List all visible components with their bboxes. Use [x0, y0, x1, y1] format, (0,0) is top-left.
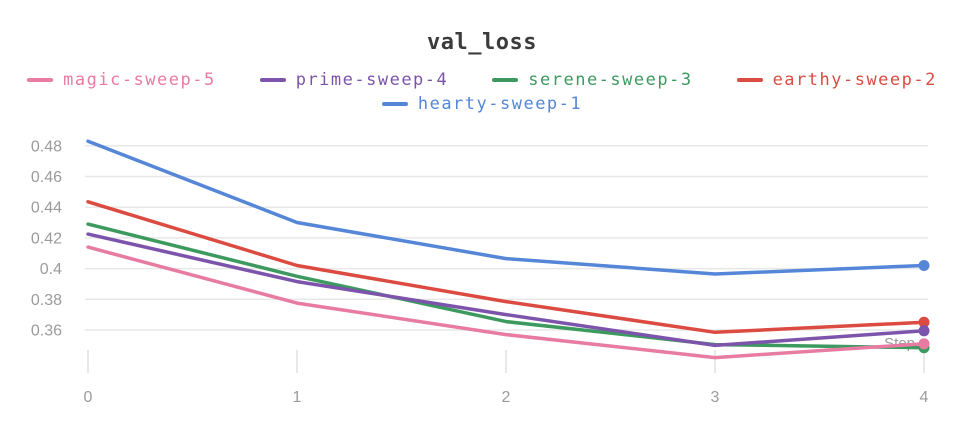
legend-label: magic-sweep-5 — [63, 70, 216, 90]
legend-line-icon — [492, 78, 519, 82]
series-line-serene-sweep-3[interactable] — [86, 222, 926, 350]
x-tick-label: 2 — [502, 389, 511, 406]
legend-label: hearty-sweep-1 — [417, 94, 583, 114]
legend-item-serene-sweep-3[interactable]: serene-sweep-3 — [492, 70, 692, 90]
legend-line-icon — [381, 102, 408, 106]
y-tick-label: 0.4 — [40, 261, 62, 278]
y-tick-label: 0.48 — [31, 138, 62, 155]
endpoint-dot-hearty-sweep-1[interactable] — [918, 260, 930, 271]
legend-item-hearty-sweep-1[interactable]: hearty-sweep-1 — [381, 94, 583, 114]
series-line-prime-sweep-4[interactable] — [86, 232, 926, 348]
endpoint-dot-prime-sweep-4[interactable] — [918, 325, 930, 337]
chart-title: val_loss — [427, 30, 537, 55]
legend-line-icon — [736, 78, 763, 82]
endpoint-dot-earthy-sweep-2[interactable] — [918, 316, 930, 328]
endpoint-dot-magic-sweep-5[interactable] — [918, 338, 930, 350]
x-tick-label: 4 — [920, 389, 929, 406]
legend-item-earthy-sweep-2[interactable]: earthy-sweep-2 — [736, 70, 937, 90]
legend-row-1: magic-sweep-5 prime-sweep-4 serene-sweep… — [27, 70, 937, 90]
series-line-hearty-sweep-1[interactable] — [86, 139, 926, 276]
y-tick-label: 0.36 — [31, 323, 62, 340]
legend-line-icon — [27, 78, 54, 82]
legend-row-2: hearty-sweep-1 — [381, 94, 583, 114]
legend-label: serene-sweep-3 — [528, 70, 693, 90]
series-line-magic-sweep-5[interactable] — [86, 245, 926, 360]
legend-label: prime-sweep-4 — [295, 70, 449, 90]
legend-line-icon — [259, 78, 286, 82]
chart-legend: magic-sweep-5 prime-sweep-4 serene-sweep… — [0, 70, 964, 114]
x-tick-label: 0 — [84, 389, 93, 406]
x-tick-label: 3 — [711, 389, 720, 406]
y-tick-label: 0.44 — [31, 200, 62, 217]
legend-item-magic-sweep-5[interactable]: magic-sweep-5 — [27, 70, 216, 90]
x-tick-label: 1 — [293, 389, 302, 406]
legend-item-prime-sweep-4[interactable]: prime-sweep-4 — [259, 70, 449, 90]
legend-label: earthy-sweep-2 — [772, 70, 937, 90]
y-tick-label: 0.42 — [31, 230, 62, 247]
y-tick-label: 0.46 — [31, 169, 62, 186]
y-tick-label: 0.38 — [31, 292, 62, 309]
series-line-earthy-sweep-2[interactable] — [86, 200, 926, 335]
